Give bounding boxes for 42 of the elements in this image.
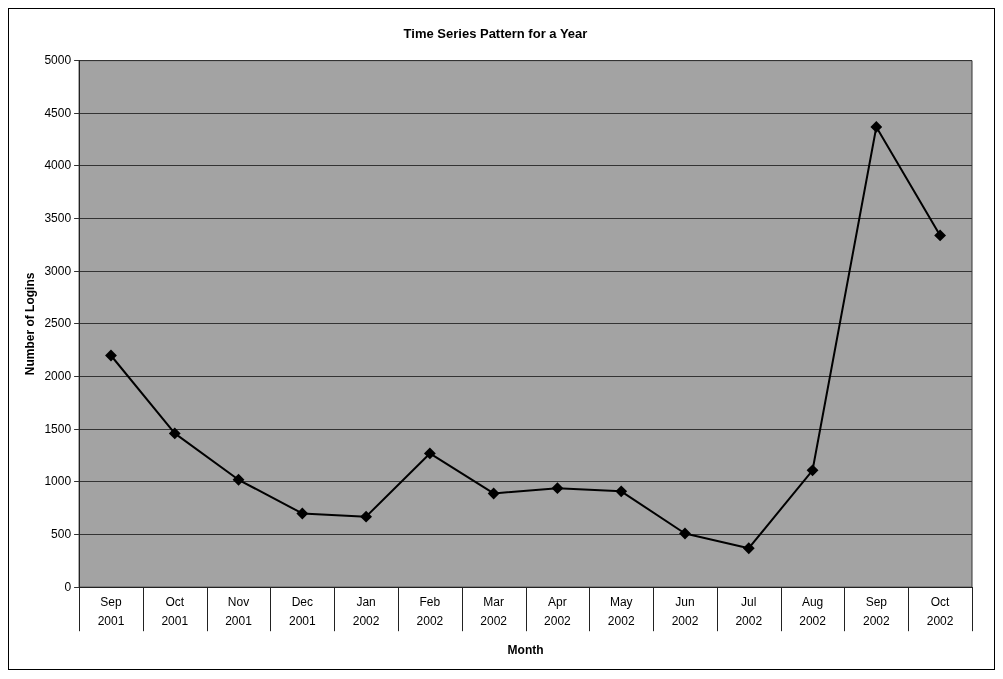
x-axis-title: Month [507, 643, 544, 658]
y-tick-label: 1500 [44, 421, 72, 436]
x-tick-label: Sep 2002 [862, 595, 890, 629]
y-tick-label: 2000 [44, 368, 72, 383]
point [488, 487, 500, 499]
x-tick-label: Feb 2002 [416, 595, 444, 629]
x-tick-label: Dec 2001 [288, 595, 316, 629]
x-tick-label: Jan 2002 [352, 595, 380, 629]
x-tick-label: May 2002 [607, 595, 635, 629]
x-tick-label: Mar 2002 [480, 595, 508, 629]
point [679, 527, 691, 539]
point [105, 350, 117, 361]
x-tick-label: Aug 2002 [799, 595, 827, 629]
point [169, 427, 181, 439]
y-tick-label: 500 [51, 526, 72, 541]
y-tick-label: 2500 [44, 316, 72, 331]
x-tick-label: Nov 2001 [225, 595, 253, 629]
point [934, 229, 946, 241]
y-tick-label: 3500 [44, 210, 72, 225]
y-tick-label: 0 [64, 579, 72, 594]
y-tick-label: 1000 [44, 474, 72, 489]
point [424, 447, 436, 459]
point [807, 464, 819, 476]
y-tick-label: 3000 [44, 263, 72, 278]
point [551, 482, 563, 494]
y-tick-label: 5000 [44, 52, 72, 67]
y-axis-title: Number of Logins [22, 272, 37, 376]
x-tick-label: Apr 2002 [544, 595, 572, 629]
chart-title: Time Series Pattern for a Year [403, 26, 588, 42]
point [743, 542, 755, 554]
x-tick-label: Jul 2002 [735, 595, 763, 629]
x-tick-label: Oct 2001 [161, 595, 189, 629]
y-tick-label: 4000 [44, 158, 72, 173]
y-tick-label: 4500 [44, 105, 72, 120]
point [615, 485, 627, 497]
point [233, 474, 245, 486]
x-tick-label: Sep 2001 [97, 595, 125, 629]
point [360, 511, 372, 523]
x-tick-label: Oct 2002 [926, 595, 954, 629]
x-tick-label: Jun 2002 [671, 595, 699, 629]
point [296, 507, 308, 519]
point [870, 121, 882, 133]
